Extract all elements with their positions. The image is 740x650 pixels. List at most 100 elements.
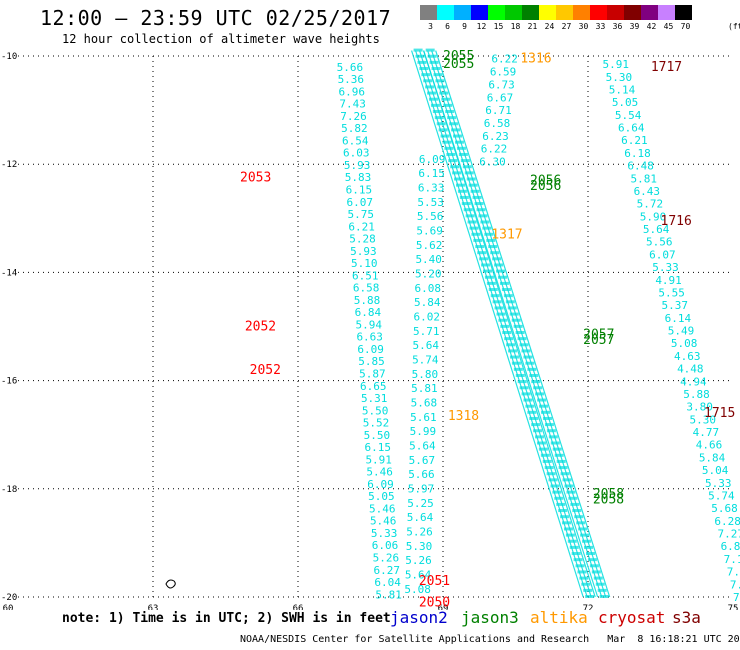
track-band-mark-0-3: [419, 67, 429, 71]
track-band-mark-1-56: [535, 392, 545, 396]
pass-time-label-14: 1715: [704, 406, 735, 421]
track-band-mark-0-70: [548, 478, 558, 482]
legend-label-30: 30: [578, 22, 589, 31]
track-band-mark-0-52: [513, 367, 523, 371]
track-band-mark-1-49: [521, 349, 531, 353]
track-band-mark-1-69: [560, 472, 570, 476]
pass-time-label-7: 1716: [661, 214, 692, 229]
wave-value-right_column-22: 5.08: [671, 337, 698, 350]
track-band-mark-1-67: [556, 459, 566, 463]
wave-value-mid_column-1: 6.15: [418, 167, 445, 180]
track-band-mark-1-28: [480, 220, 490, 224]
track-band-mark-1-19: [462, 165, 472, 169]
wave-value-mid_column-12: 5.71: [413, 325, 440, 338]
lat-tick--16: -16: [1, 377, 17, 387]
wave-value-mid_column-23: 5.97: [408, 483, 435, 496]
legend-swatch-70: [675, 5, 692, 20]
pass-time-label-2: 1316: [520, 52, 551, 67]
track-band-mark-0-7: [427, 91, 437, 95]
track-band-mark-1-21: [466, 177, 476, 181]
track-band-mark-1-29: [482, 226, 492, 230]
track-band-mark-0-87: [581, 582, 591, 586]
track-band-1-2: [431, 50, 607, 598]
wave-value-right_column-8: 6.48: [627, 160, 654, 173]
track-band-mark-1-5: [435, 79, 445, 83]
track-band-mark-0-76: [560, 515, 570, 519]
wave-value-mid_column-14: 5.74: [412, 354, 439, 367]
wave-value-left_column-38: 5.33: [371, 527, 398, 540]
track-band-mark-0-39: [488, 288, 498, 292]
track-band-mark-0-63: [535, 435, 545, 439]
track-band-mark-0-12: [436, 122, 446, 126]
track-band-mark-0-51: [511, 361, 521, 365]
track-band-mark-0-58: [525, 404, 535, 408]
wave-value-left_column-26: 6.65: [360, 380, 387, 393]
wave-value-right_column-31: 5.84: [699, 451, 726, 464]
track-band-mark-0-66: [540, 453, 550, 457]
wave-value-right_inner-7: 6.22: [481, 143, 508, 156]
track-band-mark-1-71: [564, 484, 574, 488]
track-band-mark-1-41: [505, 300, 515, 304]
track-band-mark-0-46: [502, 331, 512, 335]
wave-value-right_inner-2: 6.73: [488, 78, 515, 91]
track-band-mark-0-29: [469, 226, 479, 230]
page-title: 12:00 – 23:59 UTC 02/25/2017: [40, 6, 392, 30]
legend-label-70: 70: [680, 22, 691, 31]
track-band-mark-0-13: [438, 128, 448, 132]
wave-value-right_column-37: 7.27: [717, 528, 740, 541]
track-band-1-0: [423, 50, 599, 598]
track-band-mark-1-18: [460, 159, 470, 163]
wave-value-right_column-18: 5.55: [658, 286, 685, 299]
pass-time-label-4: 2053: [240, 171, 271, 186]
track-band-mark-1-65: [552, 447, 562, 451]
track-band-mark-0-22: [455, 183, 465, 187]
wave-value-left_column-3: 7.43: [339, 98, 366, 111]
track-band-mark-1-45: [513, 324, 523, 328]
pass-time-label-9: 2052: [245, 320, 276, 335]
wave-value-left_column-33: 5.46: [366, 466, 393, 479]
legend-label-39: 39: [629, 22, 640, 31]
track-band-mark-1-34: [492, 257, 502, 261]
wave-value-left_column-35: 5.05: [368, 490, 395, 503]
wave-value-left_column-11: 6.07: [347, 196, 374, 209]
lon-tick-60: 60: [3, 604, 14, 610]
legend-swatch-21: [522, 5, 539, 20]
track-band-mark-0-19: [450, 165, 460, 169]
track-band-mark-0-82: [571, 552, 581, 556]
track-band-mark-0-14: [440, 134, 450, 138]
track-band-mark-0-79: [565, 533, 575, 537]
wave-value-right_column-36: 6.28: [714, 515, 740, 528]
track-band-mark-0-1: [415, 54, 425, 58]
wave-value-left_column-32: 5.91: [365, 453, 392, 466]
wave-value-right_column-23: 4.63: [674, 350, 701, 363]
track-band-mark-1-60: [542, 416, 552, 420]
track-band-mark-1-39: [501, 288, 511, 292]
track-band-mark-0-44: [498, 318, 508, 322]
track-band-mark-1-63: [548, 435, 558, 439]
track-band-mark-1-82: [585, 552, 595, 556]
wave-value-mid_column-5: 5.69: [416, 224, 443, 237]
wave-value-right_inner-4: 6.71: [485, 104, 512, 117]
track-band-mark-0-60: [529, 416, 539, 420]
wave-value-left_column-20: 6.84: [355, 306, 382, 319]
track-band-mark-0-54: [517, 380, 527, 384]
track-band-mark-0-73: [554, 496, 564, 500]
lat-tick--20: -20: [1, 593, 17, 603]
track-band-mark-0-41: [492, 300, 502, 304]
track-band-mark-0-67: [542, 459, 552, 463]
wave-value-right_inner-3: 6.67: [487, 91, 514, 104]
track-band-mark-0-4: [421, 73, 431, 77]
track-band-mark-1-74: [570, 502, 580, 506]
wave-value-left_column-4: 7.26: [340, 110, 367, 123]
legend-swatch-30: [573, 5, 590, 20]
track-band-mark-0-88: [583, 588, 593, 592]
track-band-mark-0-80: [567, 539, 577, 543]
legend-swatch-3: [420, 5, 437, 20]
track-band-mark-0-64: [536, 441, 546, 445]
track-band-mark-0-49: [508, 349, 518, 353]
lat-tick--10: -10: [1, 52, 17, 62]
track-band-mark-1-54: [531, 380, 541, 384]
wave-value-mid_column-29: 5.64: [405, 569, 432, 582]
track-band-mark-1-72: [566, 490, 576, 494]
track-band-mark-0-55: [519, 386, 529, 390]
